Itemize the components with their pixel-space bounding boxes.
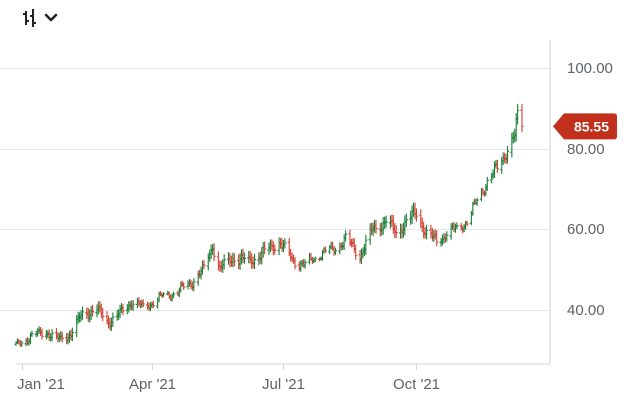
ohlc-bar	[455, 222, 459, 230]
last-price-tag: 85.55	[553, 113, 617, 140]
ohlc-bar	[202, 259, 206, 270]
ohlc-bar	[364, 234, 368, 255]
ohlc-bar	[252, 253, 257, 270]
ohlc-bar	[354, 244, 358, 260]
ohlc-bar	[80, 306, 85, 320]
ohlc-bar	[20, 340, 24, 347]
ohlc-bar	[344, 230, 348, 242]
ohlc-bar	[232, 253, 236, 267]
ohlc-bar	[30, 330, 34, 338]
ohlc-bar	[242, 252, 247, 264]
ohlc-bar	[91, 304, 95, 317]
ohlc-bar	[101, 307, 105, 322]
y-tick-label: 100.00	[567, 60, 613, 77]
ohlc-bar	[505, 145, 510, 164]
ohlc-bar	[414, 208, 419, 222]
ohlc-bars-icon	[23, 9, 36, 27]
ohlc-bar	[394, 225, 398, 239]
ohlc-bar	[374, 219, 378, 234]
ohlc-bar	[111, 312, 115, 328]
ohlc-bar	[263, 241, 267, 255]
ohlc-bar	[192, 277, 196, 292]
ohlc-bar	[475, 197, 479, 206]
ohlc-bar	[424, 224, 429, 240]
ohlc-bar	[182, 282, 186, 290]
ohlc-bar	[70, 327, 74, 342]
last-price-tag-shape	[553, 113, 617, 140]
ohlc-bar	[520, 103, 524, 133]
ohlc-bar	[293, 257, 297, 270]
x-axis-ticks: Jan '21 Apr '21 Jul '21 Oct '21	[17, 364, 440, 393]
ohlc-bar	[283, 238, 287, 249]
ohlc-bar	[323, 246, 327, 253]
ohlc-bar	[333, 247, 338, 255]
ohlc-bar	[485, 176, 489, 191]
grid-lines	[0, 68, 550, 311]
ohlc-series	[14, 103, 524, 347]
ohlc-bar	[273, 244, 277, 255]
ohlc-bar	[50, 329, 54, 342]
ohlc-bar	[131, 300, 135, 311]
ohlc-bar	[171, 291, 176, 299]
y-tick-label: 60.00	[567, 221, 605, 238]
y-axis-ticks: 100.00 80.00 60.00 40.00	[567, 60, 613, 319]
chevron-down-icon	[44, 13, 58, 22]
ohlc-bar	[40, 328, 44, 340]
ohlc-bar	[384, 215, 388, 228]
ohlc-bar	[445, 231, 449, 242]
chart-type-selector[interactable]	[22, 6, 58, 30]
x-tick-label: Jul '21	[262, 376, 305, 393]
ohlc-bar	[495, 159, 500, 173]
last-price-label: 85.55	[574, 118, 609, 134]
ohlc-bar	[141, 299, 145, 308]
ohlc-bar	[303, 259, 307, 269]
ohlc-bar	[121, 304, 125, 316]
x-tick-label: Jan '21	[17, 376, 65, 393]
ohlc-bar	[465, 220, 469, 227]
ohlc-bar	[435, 230, 439, 247]
x-tick-label: Apr '21	[129, 376, 176, 393]
ohlc-bar	[313, 256, 317, 263]
ohlc-bar	[404, 213, 408, 228]
ohlc-bar	[222, 254, 226, 270]
y-tick-label: 40.00	[567, 302, 605, 319]
ohlc-bar	[516, 103, 520, 125]
ohlc-bar	[212, 243, 216, 261]
ohlc-bar	[60, 331, 64, 343]
y-tick-label: 80.00	[567, 141, 605, 158]
ohlc-bar	[161, 292, 166, 298]
ohlc-bar	[151, 300, 155, 309]
x-tick-label: Oct '21	[393, 376, 440, 393]
